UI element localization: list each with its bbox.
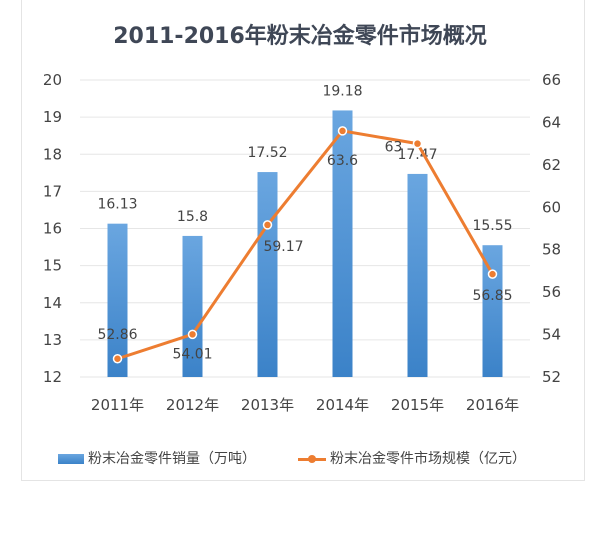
y-left-tick-label: 20 xyxy=(43,71,62,89)
line-data-label: 54.01 xyxy=(172,346,212,362)
y-left-tick-label: 15 xyxy=(43,257,62,275)
line-point xyxy=(487,269,498,279)
y-left-tick-label: 18 xyxy=(43,145,62,163)
bar xyxy=(332,110,353,377)
line-data-label: 59.17 xyxy=(263,239,303,255)
chart-frame xyxy=(21,0,585,481)
bar xyxy=(107,223,128,377)
y-right-tick-label: 66 xyxy=(542,71,561,89)
x-tick-label: 2011年 xyxy=(91,396,144,414)
bar-data-label: 17.47 xyxy=(397,147,437,163)
y-right-tick-label: 58 xyxy=(542,241,561,259)
line-data-label: 63 xyxy=(385,140,403,156)
bar-data-label: 19.18 xyxy=(322,83,362,99)
legend-line: 粉末冶金零件市场规模（亿元） xyxy=(298,448,526,468)
line-data-label: 56.85 xyxy=(472,288,512,304)
line-point xyxy=(262,220,273,230)
legend-line-label: 粉末冶金零件市场规模（亿元） xyxy=(330,451,526,467)
bar xyxy=(182,235,203,377)
bar xyxy=(482,245,503,377)
legend-bar-swatch xyxy=(58,454,84,464)
chart-title: 2011-2016年粉末冶金零件市场概况 xyxy=(113,24,487,49)
y-right-tick-label: 56 xyxy=(542,283,561,301)
y-right-tick-label: 54 xyxy=(542,326,561,344)
bar-data-label: 16.13 xyxy=(97,197,137,213)
bar-data-label: 15.55 xyxy=(472,218,512,234)
x-tick-label: 2016年 xyxy=(466,396,519,414)
y-right-tick-label: 52 xyxy=(542,368,561,386)
legend-bar: 粉末冶金零件销量（万吨） xyxy=(58,448,256,468)
bar-data-label: 17.52 xyxy=(247,145,287,161)
x-tick-label: 2014年 xyxy=(316,396,369,414)
line-point xyxy=(412,138,423,149)
legend-bar-label: 粉末冶金零件销量（万吨） xyxy=(88,451,256,467)
y-right-tick-label: 60 xyxy=(542,198,561,216)
line-point xyxy=(112,354,123,364)
line-point xyxy=(187,329,198,340)
x-tick-label: 2012年 xyxy=(166,396,219,414)
x-tick-label: 2015年 xyxy=(391,396,444,414)
y-left-tick-label: 14 xyxy=(43,294,62,312)
line-point xyxy=(337,126,348,136)
line-data-label: 63.6 xyxy=(327,153,358,169)
y-left-tick-label: 19 xyxy=(43,108,62,126)
x-tick-label: 2013年 xyxy=(241,396,294,414)
bar xyxy=(407,173,428,377)
legend-line-swatch xyxy=(298,454,326,463)
y-left-tick-label: 16 xyxy=(43,220,62,238)
y-right-tick-label: 62 xyxy=(542,156,561,174)
y-left-tick-label: 12 xyxy=(43,368,62,386)
line-data-label: 52.86 xyxy=(97,327,137,343)
y-left-tick-label: 17 xyxy=(43,182,62,200)
line-series xyxy=(117,129,494,361)
y-right-tick-label: 64 xyxy=(542,113,561,131)
bar-data-label: 15.8 xyxy=(177,209,208,225)
y-left-tick-label: 13 xyxy=(43,331,62,349)
bar xyxy=(257,172,278,377)
